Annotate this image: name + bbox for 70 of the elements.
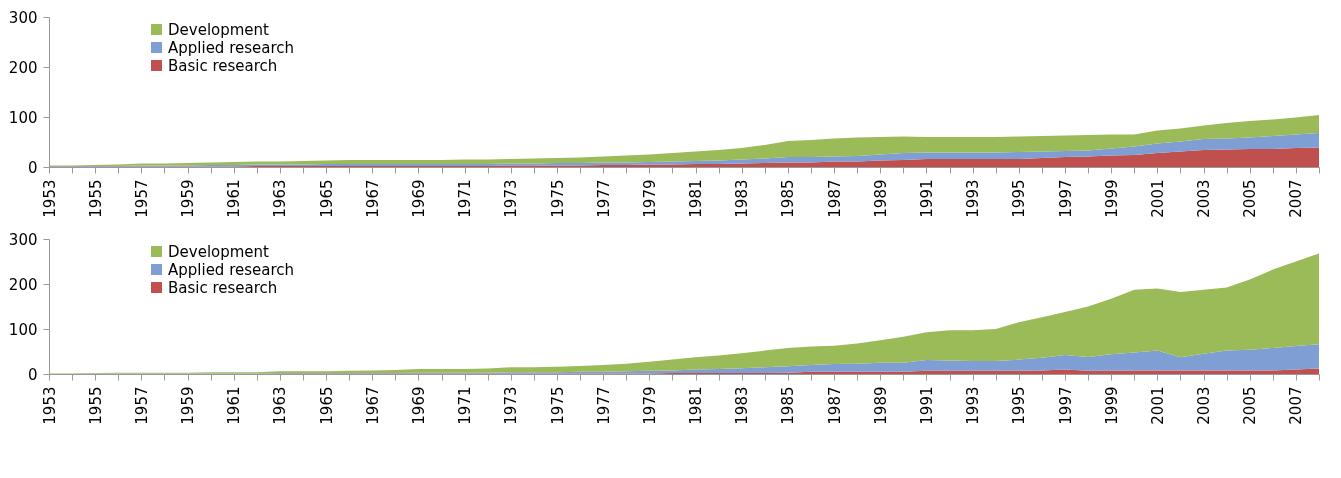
x-tick-label: 1973 [502, 179, 521, 218]
x-tick-label: 1999 [1102, 179, 1121, 218]
x-tick-label: 1983 [733, 386, 752, 425]
legend-label: Development [168, 242, 270, 261]
x-tick-label: 1983 [733, 179, 752, 218]
x-tick-label: 1995 [1010, 386, 1029, 425]
x-tick-label: 1959 [179, 386, 198, 425]
x-tick-label: 1981 [687, 386, 706, 425]
x-tick-label: 1957 [132, 386, 151, 425]
legend-label: Development [168, 20, 270, 39]
x-tick-label: 1959 [179, 179, 198, 218]
legend-label: Applied research [168, 260, 295, 279]
x-tick-label: 1967 [363, 386, 382, 425]
legend-label: Applied research [168, 38, 295, 57]
x-tick-label: 1991 [917, 386, 936, 425]
x-tick-label: 1953 [40, 386, 59, 425]
x-tick-label: 1955 [86, 386, 105, 425]
x-tick-label: 1997 [1056, 179, 1075, 218]
x-tick-label: 2003 [1195, 386, 1214, 425]
legend-label: Basic research [168, 278, 278, 297]
x-tick-label: 1997 [1056, 386, 1075, 425]
y-tick-label: 100 [8, 320, 38, 339]
x-tick-label: 1963 [271, 179, 290, 218]
x-tick-label: 2005 [1241, 386, 1260, 425]
x-tick-label: 1971 [456, 179, 475, 218]
legend-label: Basic research [168, 56, 278, 75]
x-tick-label: 1999 [1102, 386, 1121, 425]
y-tick-label: 200 [8, 275, 38, 294]
x-tick-label: 1985 [779, 179, 798, 218]
x-tick-label: 1969 [409, 386, 428, 425]
x-tick-label: 1961 [225, 386, 244, 425]
x-tick-label: 1987 [825, 386, 844, 425]
x-tick-label: 1973 [502, 386, 521, 425]
x-tick-label: 1963 [271, 386, 290, 425]
x-tick-label: 1967 [363, 179, 382, 218]
x-tick-label: 2003 [1195, 179, 1214, 218]
x-tick-label: 1989 [871, 386, 890, 425]
x-tick-label: 1971 [456, 386, 475, 425]
y-tick-label: 0 [27, 365, 38, 384]
x-tick-label: 1975 [548, 386, 567, 425]
x-tick-label: 1957 [132, 179, 151, 218]
y-tick-label: 100 [8, 108, 38, 127]
y-tick-label: 300 [8, 8, 38, 27]
x-tick-label: 1975 [548, 179, 567, 218]
x-tick-label: 1969 [409, 179, 428, 218]
x-tick-label: 2005 [1241, 179, 1260, 218]
x-tick-label: 1977 [594, 386, 613, 425]
x-tick-label: 1979 [640, 179, 659, 218]
x-tick-label: 2001 [1148, 179, 1167, 218]
x-tick-label: 1965 [317, 179, 336, 218]
x-tick-label: 1977 [594, 179, 613, 218]
x-tick-label: 1981 [687, 179, 706, 218]
y-tick-label: 300 [8, 230, 38, 249]
x-tick-label: 1965 [317, 386, 336, 425]
x-tick-label: 1979 [640, 386, 659, 425]
x-tick-label: 2007 [1287, 179, 1306, 218]
x-tick-label: 2001 [1148, 386, 1167, 425]
x-tick-label: 1989 [871, 179, 890, 218]
x-tick-label: 1985 [779, 386, 798, 425]
x-tick-label: 2007 [1287, 386, 1306, 425]
y-tick-label: 200 [8, 58, 38, 77]
x-tick-label: 1955 [86, 179, 105, 218]
y-tick-label: 0 [27, 158, 38, 177]
x-tick-label: 1993 [964, 179, 983, 218]
x-tick-label: 1995 [1010, 179, 1029, 218]
x-tick-label: 1961 [225, 179, 244, 218]
x-tick-label: 1987 [825, 179, 844, 218]
x-tick-label: 1991 [917, 179, 936, 218]
x-tick-label: 1993 [964, 386, 983, 425]
x-tick-label: 1953 [40, 179, 59, 218]
